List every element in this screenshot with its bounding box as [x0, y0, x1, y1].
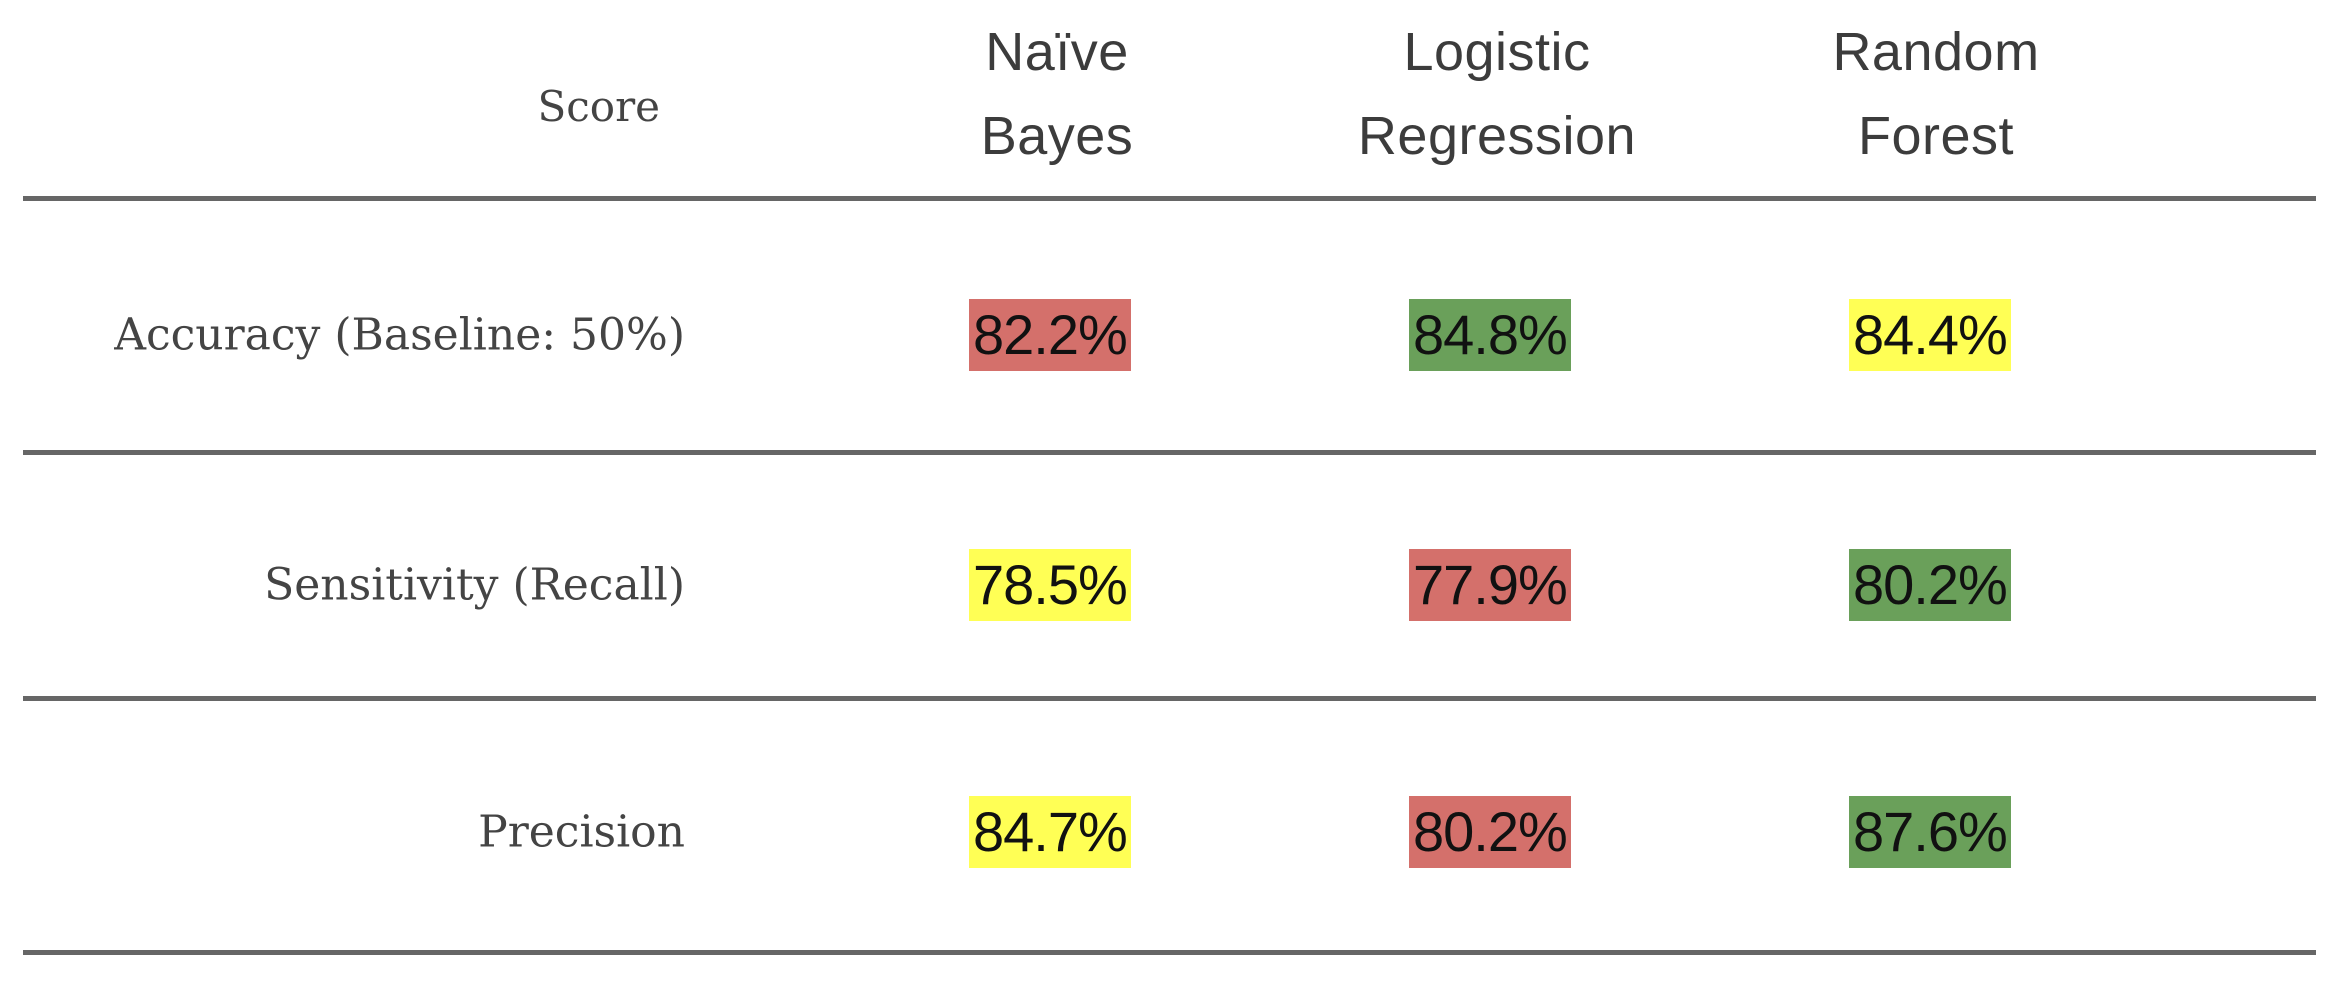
header-logistic-regression-line1: Logistic: [1403, 22, 1591, 82]
row-label-accuracy-baseline-50: Accuracy (Baseline: 50%): [114, 309, 685, 361]
header-logistic-regression: Logistic Regression: [1287, 10, 1707, 178]
cell-sensitivity-recall-logistic-regression: 77.9%: [1409, 549, 1571, 621]
header-random-forest-line1: Random: [1832, 22, 2040, 82]
cell-precision-na-ve-bayes: 84.7%: [969, 796, 1131, 868]
header-naive-bayes-line1: Naïve: [985, 22, 1129, 82]
header-rule: [23, 196, 2316, 201]
cell-accuracy-baseline-50-random-forest: 84.4%: [1849, 299, 2011, 371]
cell-precision-logistic-regression: 80.2%: [1409, 796, 1571, 868]
row-label-sensitivity-recall: Sensitivity (Recall): [264, 559, 685, 611]
cell-accuracy-baseline-50-na-ve-bayes: 82.2%: [969, 299, 1131, 371]
cell-sensitivity-recall-na-ve-bayes: 78.5%: [969, 549, 1131, 621]
cell-accuracy-baseline-50-logistic-regression: 84.8%: [1409, 299, 1571, 371]
row-rule-2: [23, 696, 2316, 701]
header-random-forest-line2: Forest: [1857, 106, 2015, 166]
header-naive-bayes-line2: Bayes: [980, 106, 1134, 166]
header-naive-bayes: Naïve Bayes: [847, 10, 1267, 178]
row-rule-3: [23, 950, 2316, 955]
cell-precision-random-forest: 87.6%: [1849, 796, 2011, 868]
header-logistic-regression-line2: Regression: [1357, 106, 1637, 166]
header-score: Score: [537, 82, 660, 131]
row-label-precision: Precision: [478, 806, 685, 858]
row-rule-1: [23, 450, 2316, 455]
cell-sensitivity-recall-random-forest: 80.2%: [1849, 549, 2011, 621]
header-random-forest: Random Forest: [1726, 10, 2146, 178]
